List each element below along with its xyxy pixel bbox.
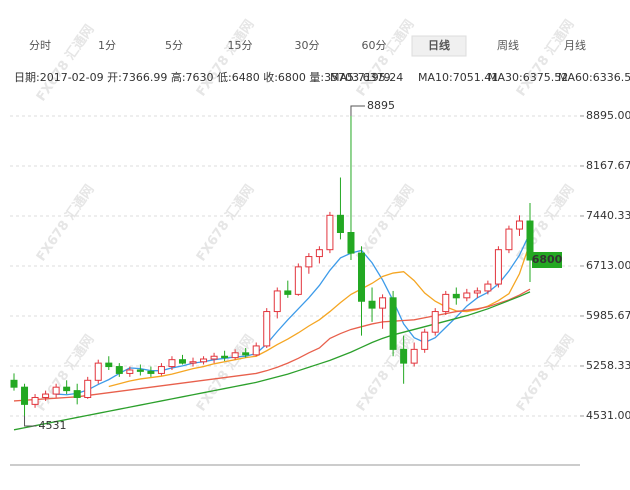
ma-label: MA30:6375.52 [488,71,568,84]
tab[interactable]: 30分 [295,39,320,52]
candle-body [368,300,376,309]
candle-body [336,214,344,234]
ma-label: MA10:7051.41 [418,71,498,84]
y-tick-label: 5985.67 [586,309,630,322]
high-label: 8895 [367,99,395,112]
ma-label: MA60:6336.54 [558,71,630,84]
watermark: FX678 汇通网 [33,22,97,105]
candle-body [284,290,292,295]
candle-body [178,359,186,364]
candle-body [73,390,81,398]
watermark: FX678 汇通网 [193,182,257,265]
candle-body [358,252,366,302]
candle-body [526,220,534,261]
watermark: FX678 汇通网 [33,332,97,415]
tab[interactable]: 分时 [29,39,51,52]
candle-body [252,345,260,356]
watermark: FX678 汇通网 [513,17,577,100]
watermark: FX678 汇通网 [353,332,417,415]
tab[interactable]: 周线 [497,38,519,52]
candle-body [347,232,355,254]
tab[interactable]: 月线 [564,38,586,52]
active-tab-box [411,35,467,57]
info: 日期:2017-02-09 开:7366.99 高:7630 低:6480 收:… [14,70,391,84]
ma-label: MA5:7195.24 [330,71,403,84]
candle-body [94,362,102,381]
candle-body [126,369,134,374]
candle-body [242,352,250,356]
low-label: 4531 [39,419,67,432]
candle-body [221,355,229,359]
candle-body [115,366,123,374]
watermark: FX678 汇通网 [513,332,577,415]
y-tick-label: 7440.33 [586,209,630,222]
candle-body [305,256,313,268]
candle-body [315,249,323,258]
candle-body [63,386,71,392]
candle-body [379,297,387,309]
candle-body [31,396,39,405]
candle-body [389,297,397,350]
ma-line [13,288,531,402]
last-price-label: 6800 [532,253,563,266]
last-price-box [532,252,562,269]
y-tick-label: 8895.00 [586,109,630,122]
candle-body [463,292,471,299]
tab[interactable]: 日线 [428,38,450,52]
candle-body [484,283,492,292]
candle-body [400,348,408,364]
candle-body [52,386,60,395]
candle-body [431,311,439,333]
candle-body [231,352,239,359]
candle-body [10,379,18,388]
candle-body [21,386,29,405]
y-tick-label: 8167.67 [586,159,630,172]
candle-body [84,379,92,398]
candle-body [168,359,176,368]
high-pointer [350,105,365,116]
candle-body [200,358,208,363]
candle-body [473,290,481,294]
candle-body [421,331,429,350]
watermark: FX678 汇通网 [353,17,417,100]
candle-body [157,366,165,374]
y-tick-label: 6713.00 [586,259,630,272]
watermark: FX678 汇通网 [193,332,257,415]
tab[interactable]: 1分 [98,39,116,52]
candle-body [442,293,450,313]
candle-body [515,220,523,230]
candle-body [189,361,197,364]
ma-line [13,291,531,431]
candle-body [147,370,155,374]
candle-body [273,290,281,313]
low-pointer [24,415,37,427]
watermark: FX678 汇通网 [193,17,257,100]
candle-body [210,355,218,360]
tab[interactable]: 5分 [165,39,183,52]
candle-body [505,228,513,251]
candle-body [410,348,418,364]
candle-body [326,214,334,251]
ma-line [56,232,531,396]
y-tick-label: 4531.00 [586,409,630,422]
candle-body [42,393,50,398]
candle-body [494,249,502,285]
candle-body [263,311,271,347]
candle-body [452,293,460,299]
tab[interactable]: 15分 [228,39,253,52]
tab[interactable]: 60分 [362,39,387,52]
watermark: FX678 汇通网 [33,182,97,265]
candle-body [294,266,302,295]
y-tick-label: 5258.33 [586,359,630,372]
candle-body [136,369,144,372]
candle-body [105,362,113,368]
